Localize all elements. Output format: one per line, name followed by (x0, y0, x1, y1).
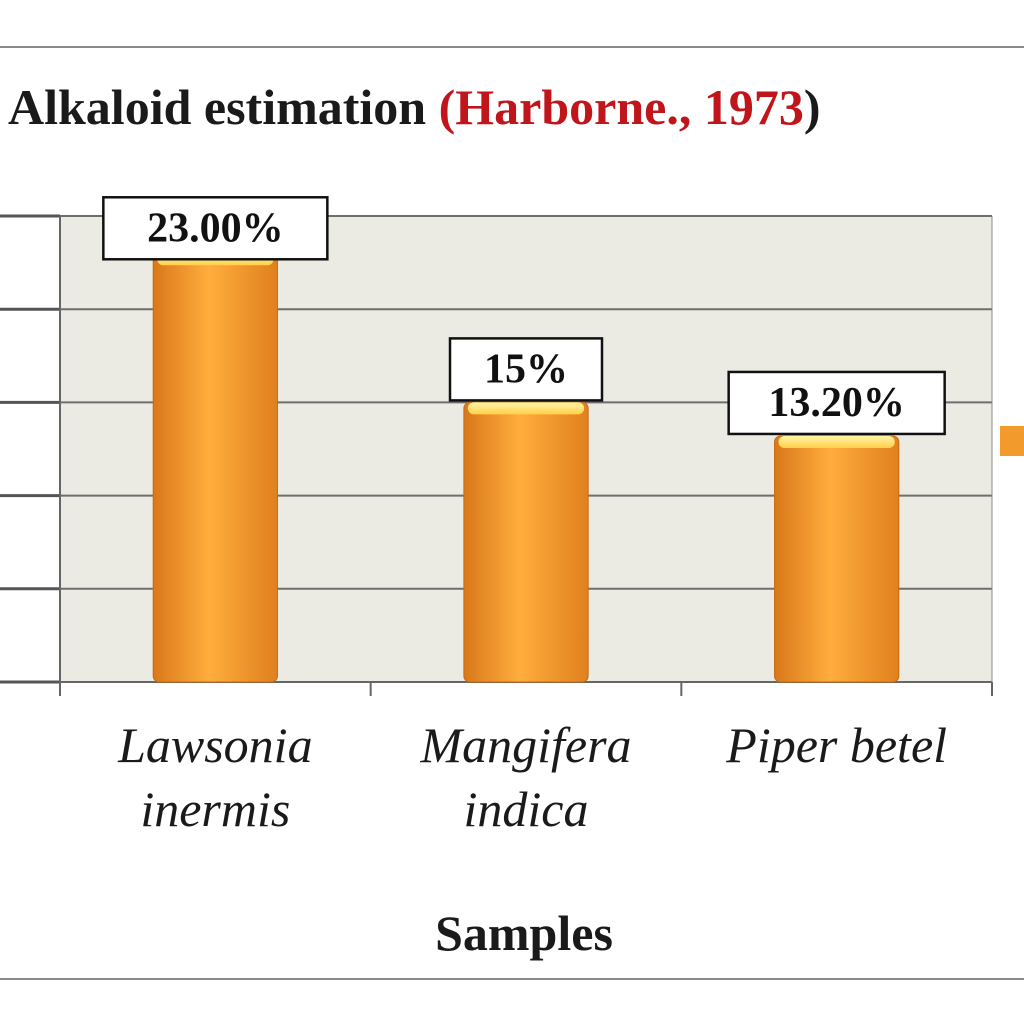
legend-marker (1000, 426, 1024, 456)
category-label: Piper betel (725, 717, 947, 773)
bar-highlight (467, 402, 585, 415)
bar (463, 401, 589, 683)
category-label: Lawsonia (117, 717, 313, 773)
bottom-border (0, 978, 1024, 980)
bar (774, 435, 900, 683)
title-close: ) (803, 79, 821, 135)
data-label-box (727, 370, 946, 436)
title-main: Alkaloid estimation (8, 79, 439, 135)
data-label: 13.20% (768, 380, 905, 426)
x-axis-label: Samples (435, 905, 613, 961)
category-label: inermis (140, 781, 290, 837)
category-label: indica (464, 781, 589, 837)
data-labels: 23.00% 15% 13.20% (102, 196, 946, 436)
title-citation: (Harborne., 1973 (438, 79, 804, 135)
category-label: Mangifera (419, 717, 631, 773)
data-label: 15% (484, 346, 568, 392)
bars (152, 252, 900, 683)
data-label-box (448, 337, 604, 402)
bar-highlight (778, 435, 895, 448)
data-label: 23.00% (147, 205, 284, 251)
bar (152, 252, 278, 683)
chart-title: Alkaloid estimation (Harborne., 1973) (8, 78, 820, 136)
category-labels: Lawsonia inermis Mangifera indica Piper bete… (117, 717, 947, 837)
data-label-box (102, 196, 329, 261)
top-border (0, 46, 1024, 48)
